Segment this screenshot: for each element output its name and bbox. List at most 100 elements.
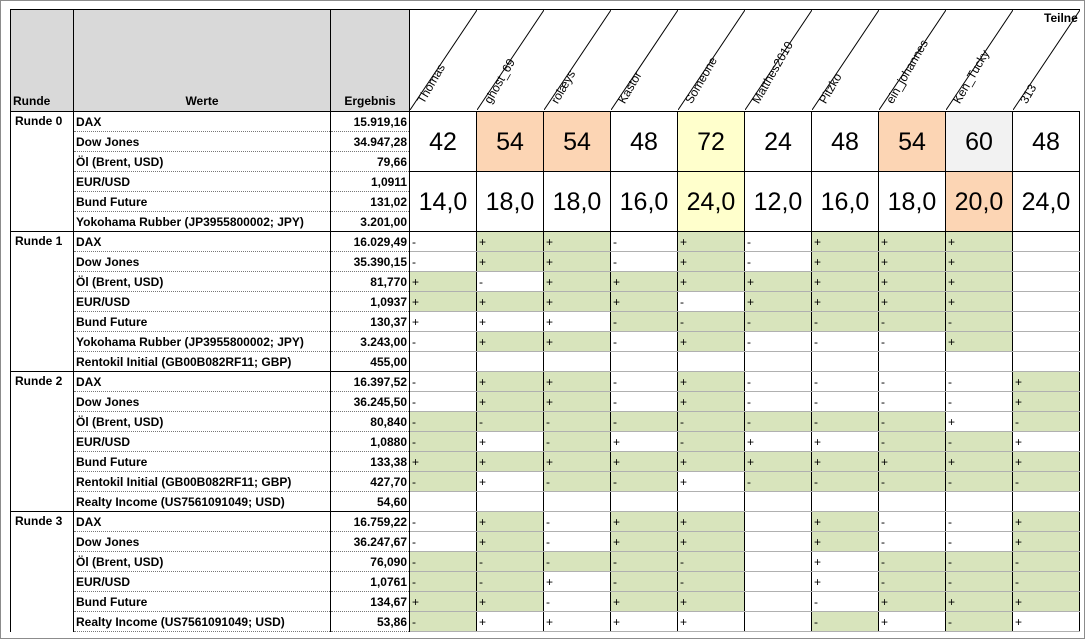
pick-cell[interactable]: - <box>476 571 544 592</box>
ergebnis-cell[interactable]: 16.029,49 <box>330 231 410 252</box>
pick-cell[interactable] <box>878 491 946 512</box>
pick-cell[interactable] <box>744 491 812 512</box>
pick-cell[interactable]: - <box>677 551 745 572</box>
pick-cell[interactable]: - <box>811 391 879 412</box>
pick-cell[interactable]: + <box>543 251 611 272</box>
ergebnis-cell[interactable]: 1,0911 <box>330 171 410 192</box>
pick-cell[interactable]: + <box>476 611 544 632</box>
wert-cell[interactable]: Rentokil Initial (GB00B082RF11; GBP) <box>73 471 331 492</box>
pick-cell[interactable]: - <box>945 571 1013 592</box>
pick-cell[interactable] <box>1012 351 1080 372</box>
pick-cell[interactable] <box>878 351 946 372</box>
pick-cell[interactable]: - <box>677 311 745 332</box>
average-cell[interactable]: 20,0 <box>945 171 1013 232</box>
participant-header[interactable]: Matthes2010 <box>744 9 812 112</box>
pick-cell[interactable]: + <box>677 531 745 552</box>
pick-cell[interactable] <box>1012 231 1080 252</box>
pick-cell[interactable]: - <box>1012 551 1080 572</box>
wert-cell[interactable]: Öl (Brent, USD) <box>73 271 331 292</box>
pick-cell[interactable]: - <box>409 531 477 552</box>
participant-header[interactable]: ghost_69 <box>476 9 544 112</box>
pick-cell[interactable]: - <box>945 391 1013 412</box>
pick-cell[interactable]: - <box>677 411 745 432</box>
pick-cell[interactable]: + <box>878 611 946 632</box>
pick-cell[interactable]: - <box>744 231 812 252</box>
pick-cell[interactable]: + <box>610 511 678 532</box>
pick-cell[interactable]: - <box>543 471 611 492</box>
pick-cell[interactable]: - <box>409 391 477 412</box>
ergebnis-cell[interactable]: 1,0880 <box>330 431 410 452</box>
pick-cell[interactable]: + <box>878 271 946 292</box>
pick-cell[interactable] <box>1012 331 1080 352</box>
pick-cell[interactable]: - <box>409 471 477 492</box>
pick-cell[interactable]: - <box>878 551 946 572</box>
pick-cell[interactable]: + <box>543 291 611 312</box>
pick-cell[interactable]: + <box>811 531 879 552</box>
wert-cell[interactable]: EUR/USD <box>73 291 331 312</box>
pick-cell[interactable]: + <box>811 551 879 572</box>
participant-header[interactable]: 313 <box>1012 9 1080 112</box>
wert-cell[interactable]: Rentokil Initial (GB00B082RF11; GBP) <box>73 351 331 372</box>
pick-cell[interactable]: - <box>878 391 946 412</box>
pick-cell[interactable]: - <box>610 551 678 572</box>
pick-cell[interactable]: - <box>409 251 477 272</box>
average-cell[interactable]: 18,0 <box>543 171 611 232</box>
pick-cell[interactable]: + <box>811 291 879 312</box>
pick-cell[interactable]: + <box>1012 451 1080 472</box>
wert-cell[interactable]: Öl (Brent, USD) <box>73 551 331 572</box>
pick-cell[interactable]: + <box>1012 511 1080 532</box>
ergebnis-cell[interactable]: 1,0937 <box>330 291 410 312</box>
pick-cell[interactable] <box>610 491 678 512</box>
pick-cell[interactable]: - <box>878 371 946 392</box>
pick-cell[interactable]: - <box>610 311 678 332</box>
pick-cell[interactable]: + <box>677 591 745 612</box>
participant-header[interactable]: ein_johannes <box>878 9 946 112</box>
pick-cell[interactable] <box>543 351 611 372</box>
pick-cell[interactable] <box>1012 291 1080 312</box>
pick-cell[interactable] <box>677 491 745 512</box>
average-cell[interactable]: 12,0 <box>744 171 812 232</box>
pick-cell[interactable]: + <box>677 451 745 472</box>
average-cell[interactable]: 14,0 <box>409 171 477 232</box>
pick-cell[interactable]: - <box>945 471 1013 492</box>
pick-cell[interactable]: + <box>476 591 544 612</box>
pick-cell[interactable]: - <box>878 511 946 532</box>
pick-cell[interactable]: + <box>543 371 611 392</box>
wert-cell[interactable]: EUR/USD <box>73 171 331 192</box>
pick-cell[interactable]: + <box>811 451 879 472</box>
pick-cell[interactable]: + <box>811 251 879 272</box>
ergebnis-cell[interactable]: 35.390,15 <box>330 251 410 272</box>
wert-cell[interactable]: EUR/USD <box>73 431 331 452</box>
pick-cell[interactable]: - <box>409 571 477 592</box>
pick-cell[interactable]: + <box>945 231 1013 252</box>
pick-cell[interactable]: + <box>744 431 812 452</box>
pick-cell[interactable]: + <box>677 271 745 292</box>
pick-cell[interactable]: - <box>1012 471 1080 492</box>
pick-cell[interactable]: - <box>744 471 812 492</box>
ergebnis-cell[interactable]: 54,60 <box>330 491 410 512</box>
score-cell[interactable]: 24 <box>744 111 812 172</box>
pick-cell[interactable]: - <box>945 371 1013 392</box>
pick-cell[interactable] <box>744 531 812 552</box>
wert-cell[interactable]: Dow Jones <box>73 391 331 412</box>
pick-cell[interactable] <box>744 611 812 632</box>
pick-cell[interactable]: - <box>811 591 879 612</box>
pick-cell[interactable]: + <box>543 451 611 472</box>
pick-cell[interactable]: - <box>878 571 946 592</box>
score-cell[interactable]: 72 <box>677 111 745 172</box>
pick-cell[interactable]: - <box>945 531 1013 552</box>
pick-cell[interactable]: + <box>610 431 678 452</box>
pick-cell[interactable]: - <box>744 391 812 412</box>
pick-cell[interactable]: - <box>610 231 678 252</box>
pick-cell[interactable]: - <box>476 271 544 292</box>
pick-cell[interactable]: + <box>677 471 745 492</box>
pick-cell[interactable] <box>1012 311 1080 332</box>
pick-cell[interactable]: - <box>945 431 1013 452</box>
score-cell[interactable]: 54 <box>543 111 611 172</box>
ergebnis-cell[interactable]: 34.947,28 <box>330 131 410 152</box>
pick-cell[interactable]: + <box>1012 431 1080 452</box>
pick-cell[interactable] <box>744 571 812 592</box>
pick-cell[interactable]: - <box>610 331 678 352</box>
average-cell[interactable]: 24,0 <box>1012 171 1080 232</box>
pick-cell[interactable]: + <box>476 371 544 392</box>
